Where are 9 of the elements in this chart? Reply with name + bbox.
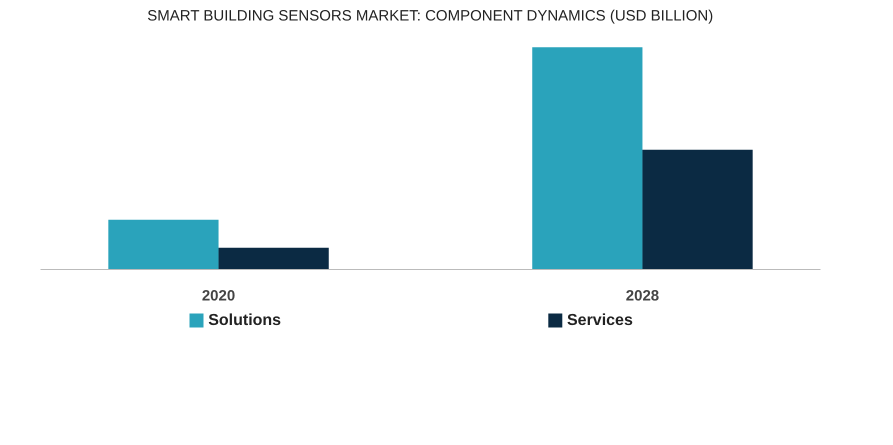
legend-label: Services bbox=[567, 312, 633, 329]
x-tick-label: 2028 bbox=[626, 288, 660, 304]
x-tick-label: 2020 bbox=[202, 288, 236, 304]
bar bbox=[218, 248, 329, 270]
bar bbox=[532, 47, 642, 270]
bar bbox=[108, 220, 219, 270]
bar bbox=[642, 150, 753, 270]
chart-title: SMART BUILDING SENSORS MARKET: COMPONENT DYNAMICS (USD BILLION) bbox=[147, 8, 714, 24]
legend-label: Solutions bbox=[208, 312, 282, 329]
